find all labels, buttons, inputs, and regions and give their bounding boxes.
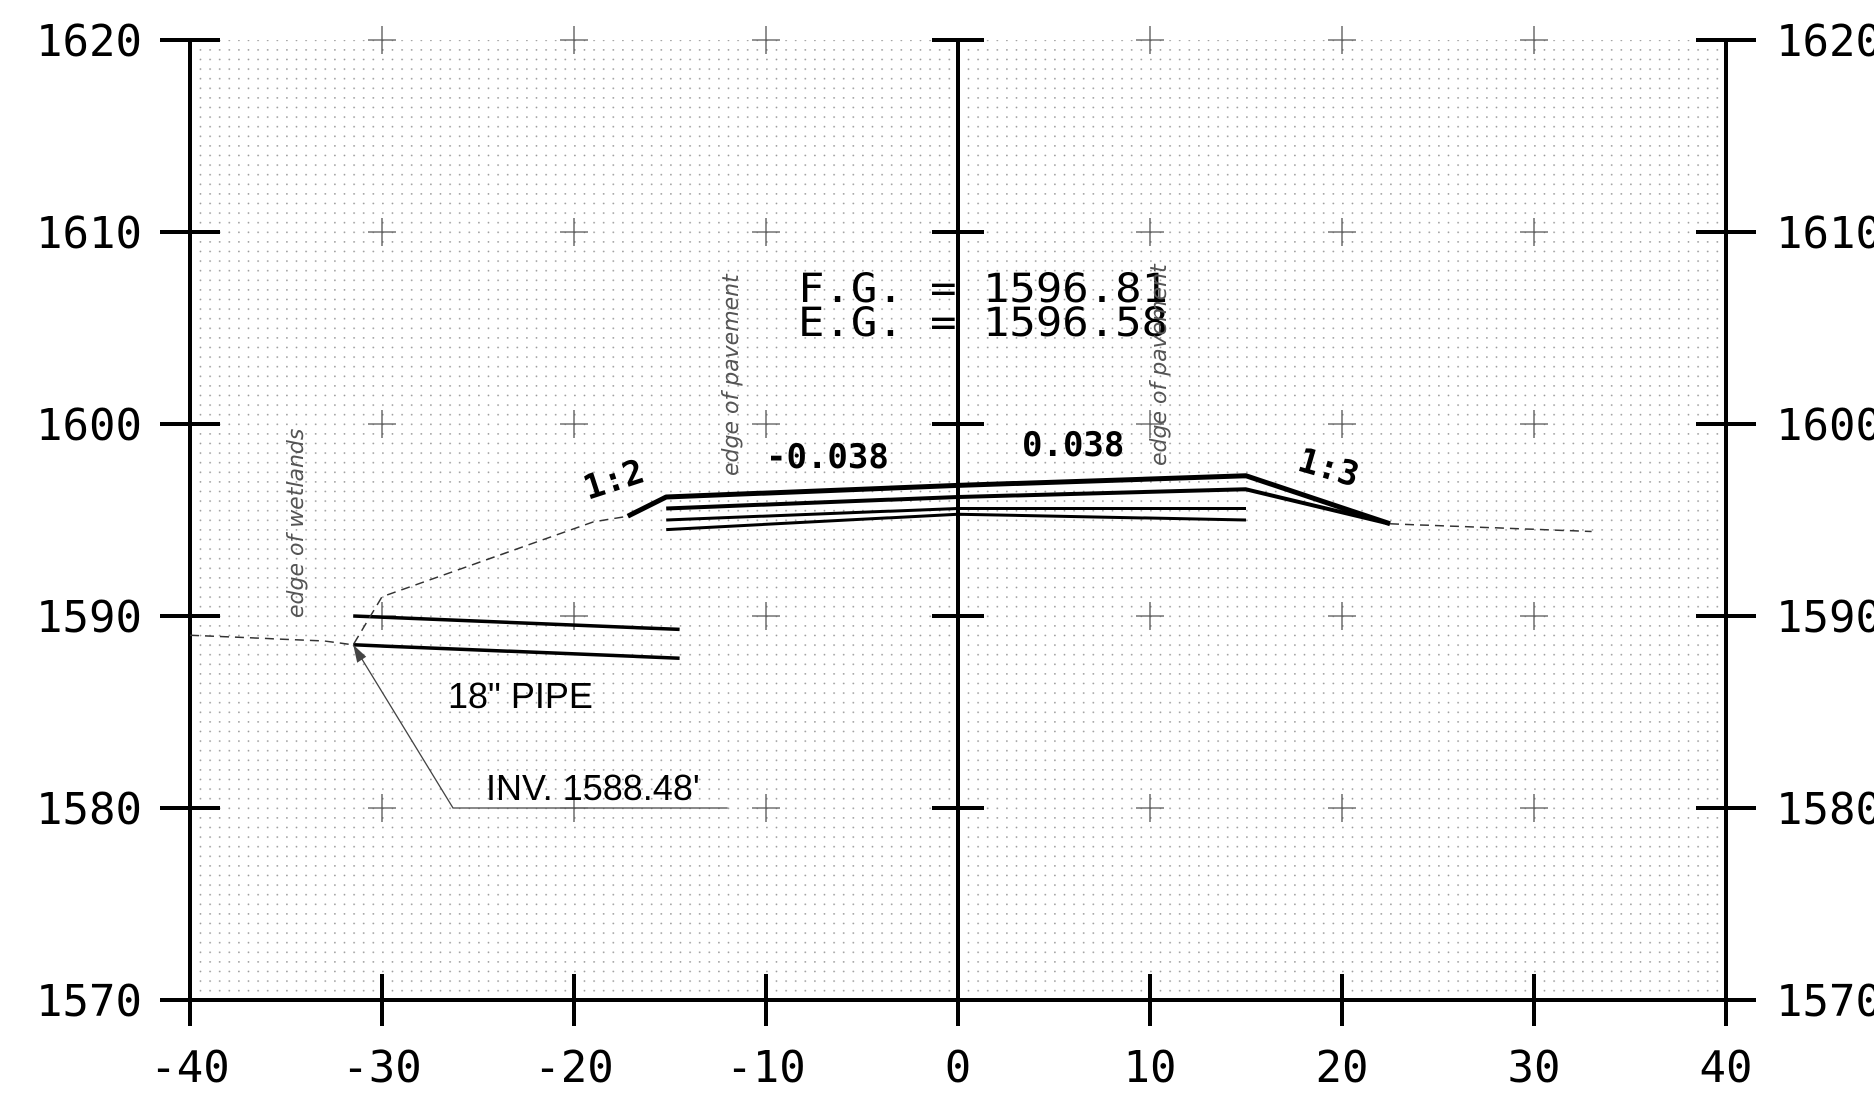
slope-left-label: -0.038 — [766, 437, 889, 477]
eg-label: E.G. = 1596.58 — [798, 300, 1168, 346]
x-tick-label: 10 — [1124, 1042, 1177, 1093]
y-tick-label-left: 1600 — [36, 400, 142, 451]
section-lines — [189, 473, 1592, 809]
axis-frame — [160, 38, 1756, 1026]
edge-pavement-right-label: edge of pavement — [1147, 263, 1172, 466]
edge-wetlands-label: edge of wetlands — [284, 429, 309, 618]
section-line — [626, 473, 1391, 527]
x-tick-label: 0 — [945, 1042, 972, 1093]
y-tick-label-right: 1590 — [1776, 592, 1874, 643]
y-tick-label-left: 1610 — [36, 208, 142, 259]
x-tick-label: 20 — [1316, 1042, 1369, 1093]
edge-pavement-left-label: edge of pavement — [719, 273, 744, 476]
x-tick-label: -30 — [342, 1042, 421, 1093]
section-line — [353, 643, 680, 660]
invert-leader-line — [352, 644, 728, 809]
section-line — [666, 512, 1247, 532]
section-line — [189, 515, 628, 646]
tick-labels: 1570 1570 1580 1580 1590 1590 1600 1600 1610 1610… — [36, 16, 1874, 1093]
section-line — [353, 614, 680, 632]
x-tick-label: -10 — [726, 1042, 805, 1093]
y-tick-label-left: 1580 — [36, 784, 142, 835]
y-tick-label-right: 1610 — [1776, 208, 1874, 259]
pipe-label: 18" PIPE — [448, 675, 593, 716]
x-tick-label: -20 — [534, 1042, 613, 1093]
x-tick-label: 40 — [1700, 1042, 1753, 1093]
section-line — [666, 487, 1391, 526]
y-tick-label-right: 1600 — [1776, 400, 1874, 451]
y-tick-label-right: 1580 — [1776, 784, 1874, 835]
y-tick-label-right: 1620 — [1776, 16, 1874, 67]
fg-label: F.G. = 1596.81 — [798, 266, 1168, 312]
slope-right-label: 0.038 — [1022, 425, 1124, 465]
section-line — [666, 507, 1246, 522]
leader-arrowhead — [353, 644, 367, 663]
section-line — [1389, 523, 1592, 533]
x-tick-label: 30 — [1508, 1042, 1561, 1093]
y-tick-label-left: 1570 — [36, 976, 142, 1027]
y-tick-label-left: 1620 — [36, 16, 142, 67]
invert-label: INV. 1588.48' — [486, 767, 700, 808]
y-tick-label-right: 1570 — [1776, 976, 1874, 1027]
y-tick-label-left: 1590 — [36, 592, 142, 643]
x-tick-label: -40 — [150, 1042, 229, 1093]
